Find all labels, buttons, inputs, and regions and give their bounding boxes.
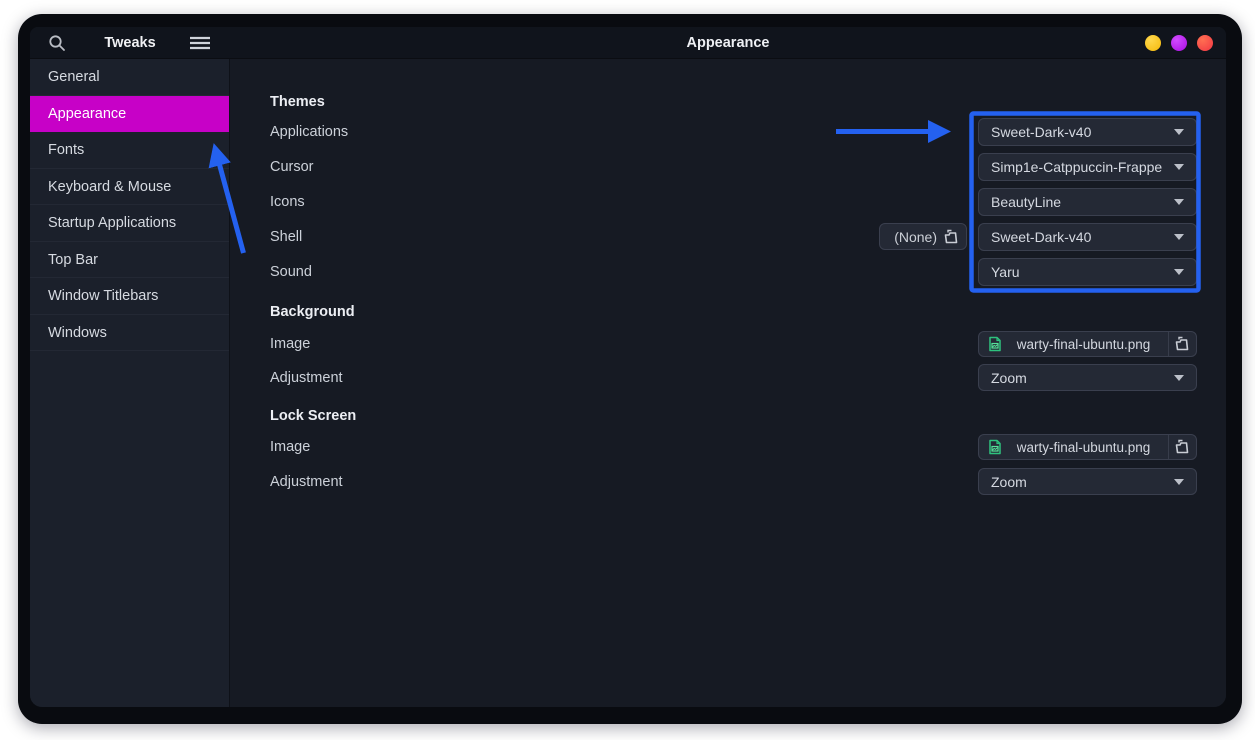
background-heading: Background — [270, 304, 355, 320]
sidebar-item-window-titlebars[interactable]: Window Titlebars — [30, 278, 229, 315]
chevron-down-icon — [1174, 199, 1184, 205]
lock-screen-heading: Lock Screen — [270, 408, 357, 424]
divider — [1168, 332, 1169, 356]
sound-theme-dropdown[interactable]: Yaru — [978, 258, 1197, 286]
lock-screen-image-label: Image — [270, 439, 311, 455]
applications-theme-dropdown[interactable]: Sweet-Dark-v40 — [978, 118, 1197, 146]
icons-label: Icons — [270, 194, 305, 210]
sidebar-item-fonts[interactable]: Fonts — [30, 132, 229, 169]
minimize-button[interactable] — [1145, 35, 1161, 51]
background-adjustment-label: Adjustment — [270, 370, 343, 386]
shell-label: Shell — [270, 229, 303, 245]
applications-label: Applications — [270, 124, 349, 140]
open-file-icon — [944, 229, 958, 243]
sidebar-item-general[interactable]: General — [30, 59, 229, 96]
shell-user-theme-file-button[interactable]: (None) — [879, 223, 967, 250]
background-image-label: Image — [270, 336, 311, 352]
chevron-down-icon — [1174, 269, 1184, 275]
themes-heading: Themes — [270, 94, 325, 110]
chevron-down-icon — [1174, 234, 1184, 240]
applications-theme-value: Sweet-Dark-v40 — [991, 124, 1092, 140]
image-file-icon — [989, 336, 1001, 352]
app-title: Tweaks — [104, 35, 156, 51]
sidebar: General Appearance Fonts Keyboard & Mous… — [30, 59, 230, 707]
chevron-down-icon — [1174, 129, 1184, 135]
shell-theme-value: Sweet-Dark-v40 — [991, 229, 1092, 245]
tweaks-window: Tweaks Appearance General Appearance Fon… — [30, 27, 1226, 707]
divider — [1168, 435, 1169, 459]
cursor-label: Cursor — [270, 159, 314, 175]
sidebar-item-top-bar[interactable]: Top Bar — [30, 242, 229, 278]
chevron-down-icon — [1174, 164, 1184, 170]
close-button[interactable] — [1197, 35, 1213, 51]
lock-screen-adjustment-value: Zoom — [991, 473, 1027, 490]
image-file-icon — [989, 439, 1001, 455]
search-icon[interactable] — [48, 34, 66, 52]
window-controls — [1145, 35, 1213, 51]
shell-theme-dropdown[interactable]: Sweet-Dark-v40 — [978, 223, 1197, 251]
sidebar-item-appearance[interactable]: Appearance — [30, 95, 229, 132]
sidebar-item-keyboard-mouse[interactable]: Keyboard & Mouse — [30, 169, 229, 205]
icons-theme-dropdown[interactable]: BeautyLine — [978, 188, 1197, 216]
background-adjustment-dropdown[interactable]: Zoom — [978, 364, 1197, 391]
cursor-theme-value: Simp1e-Catppuccin-Frappe — [991, 159, 1163, 175]
background-image-file-chooser[interactable]: warty-final-ubuntu.png — [978, 331, 1197, 357]
background-adjustment-value: Zoom — [991, 369, 1027, 386]
background-image-filename: warty-final-ubuntu.png — [1016, 336, 1151, 352]
maximize-button[interactable] — [1171, 35, 1187, 51]
titlebar: Tweaks Appearance — [30, 27, 1226, 59]
lock-screen-image-file-chooser[interactable]: warty-final-ubuntu.png — [978, 434, 1197, 460]
lock-screen-adjustment-label: Adjustment — [270, 474, 343, 490]
sidebar-item-windows[interactable]: Windows — [30, 315, 229, 351]
open-file-icon — [1175, 439, 1189, 454]
sidebar-item-startup-applications[interactable]: Startup Applications — [30, 205, 229, 242]
chevron-down-icon — [1174, 478, 1184, 485]
page-title: Appearance — [686, 35, 770, 51]
icons-theme-value: BeautyLine — [991, 194, 1062, 210]
titlebar-left: Tweaks — [30, 27, 230, 59]
sound-theme-value: Yaru — [991, 264, 1020, 280]
shell-file-value: (None) — [894, 228, 937, 245]
sound-label: Sound — [270, 264, 312, 280]
chevron-down-icon — [1174, 374, 1184, 381]
appearance-panel: Themes Applications Sweet-Dark-v40 Curso… — [230, 59, 1226, 707]
cursor-theme-dropdown[interactable]: Simp1e-Catppuccin-Frappe — [978, 153, 1197, 181]
lock-screen-adjustment-dropdown[interactable]: Zoom — [978, 468, 1197, 495]
hamburger-menu-icon[interactable] — [188, 33, 212, 53]
lock-screen-image-filename: warty-final-ubuntu.png — [1016, 439, 1151, 455]
open-file-icon — [1175, 336, 1189, 351]
